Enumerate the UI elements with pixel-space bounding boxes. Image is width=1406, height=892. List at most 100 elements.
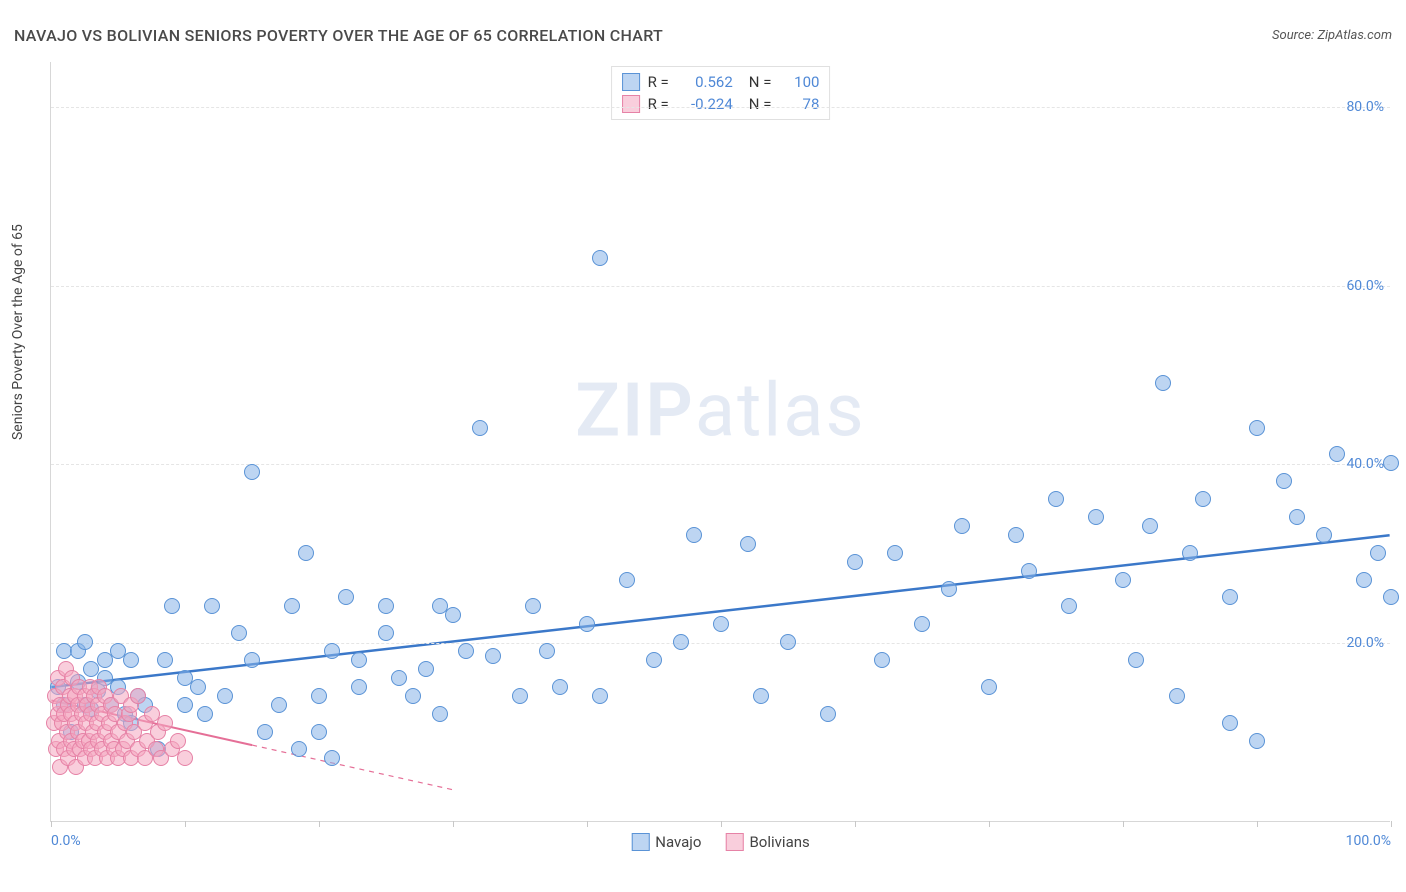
scatter-point [539, 643, 555, 659]
r-value: -0.224 [677, 93, 733, 115]
scatter-point [552, 679, 568, 695]
scatter-point [405, 688, 421, 704]
x-tick [51, 821, 52, 827]
scatter-point [197, 706, 213, 722]
scatter-point [1048, 491, 1064, 507]
scatter-point [686, 527, 702, 543]
scatter-point [914, 616, 930, 632]
scatter-point [1088, 509, 1104, 525]
x-tick [1123, 821, 1124, 827]
series-legend-label: Bolivians [749, 833, 809, 851]
scatter-point [204, 598, 220, 614]
x-tick-label: 0.0% [51, 833, 81, 849]
scatter-point [291, 741, 307, 757]
r-value: 0.562 [677, 71, 733, 93]
scatter-point [592, 688, 608, 704]
scatter-point [1383, 455, 1399, 471]
scatter-point [391, 670, 407, 686]
scatter-point [1249, 420, 1265, 436]
watermark-rest: atlas [695, 368, 866, 455]
scatter-point [579, 616, 595, 632]
series-legend: Navajo Bolivians [631, 833, 810, 851]
title-bar: NAVAJO VS BOLIVIAN SENIORS POVERTY OVER … [14, 26, 1392, 45]
gridline-h [51, 643, 1390, 644]
scatter-point [485, 648, 501, 664]
y-axis-label: Seniors Poverty Over the Age of 65 [10, 224, 26, 440]
scatter-point [525, 598, 541, 614]
scatter-point [338, 589, 354, 605]
scatter-point [157, 652, 173, 668]
legend-swatch [622, 95, 640, 113]
scatter-point [298, 545, 314, 561]
scatter-point [351, 652, 367, 668]
scatter-point [1128, 652, 1144, 668]
scatter-point [244, 652, 260, 668]
n-label: N = [749, 93, 772, 115]
scatter-point [432, 706, 448, 722]
x-tick [1257, 821, 1258, 827]
scatter-point [1222, 715, 1238, 731]
n-value: 78 [779, 93, 819, 115]
y-tick-label: 80.0% [1346, 99, 1384, 115]
y-tick-label: 60.0% [1346, 278, 1384, 294]
scatter-point [324, 643, 340, 659]
scatter-point [847, 554, 863, 570]
x-tick [587, 821, 588, 827]
scatter-point [1182, 545, 1198, 561]
n-value: 100 [779, 71, 819, 93]
n-label: N = [749, 71, 772, 93]
gridline-h [51, 286, 1390, 287]
plot-area: ZIPatlas R =0.562N =100R =-0.224N =78 Na… [50, 62, 1390, 822]
scatter-point [780, 634, 796, 650]
x-tick [855, 821, 856, 827]
scatter-point [1115, 572, 1131, 588]
scatter-point [418, 661, 434, 677]
scatter-point [1316, 527, 1332, 543]
gridline-h [51, 107, 1390, 108]
scatter-point [592, 250, 608, 266]
x-tick [989, 821, 990, 827]
scatter-point [177, 697, 193, 713]
scatter-point [123, 652, 139, 668]
scatter-point [217, 688, 233, 704]
r-label: R = [648, 93, 669, 115]
scatter-point [1061, 598, 1077, 614]
scatter-point [512, 688, 528, 704]
scatter-point [1370, 545, 1386, 561]
correlation-legend: R = 0.562 N = 100R = -0.224 N = 78 [611, 66, 831, 120]
scatter-point [646, 652, 662, 668]
scatter-point [820, 706, 836, 722]
x-tick [721, 821, 722, 827]
scatter-point [472, 420, 488, 436]
scatter-point [1021, 563, 1037, 579]
series-legend-label: Navajo [655, 833, 701, 851]
y-tick-label: 40.0% [1346, 456, 1384, 472]
scatter-point [1169, 688, 1185, 704]
watermark-bold: ZIP [575, 368, 695, 455]
scatter-point [378, 625, 394, 641]
scatter-point [1289, 509, 1305, 525]
correlation-legend-row: R = -0.224 N = 78 [622, 93, 820, 115]
legend-swatch [622, 73, 640, 91]
scatter-point [190, 679, 206, 695]
x-tick [1391, 821, 1392, 827]
scatter-point [244, 464, 260, 480]
scatter-point [1008, 527, 1024, 543]
scatter-point [981, 679, 997, 695]
scatter-point [130, 688, 146, 704]
series-legend-item: Bolivians [725, 833, 809, 851]
x-tick [319, 821, 320, 827]
scatter-point [311, 724, 327, 740]
scatter-point [713, 616, 729, 632]
trend-line [252, 745, 453, 790]
scatter-point [1222, 589, 1238, 605]
scatter-point [157, 715, 173, 731]
x-tick-label: 100.0% [1346, 833, 1391, 849]
scatter-point [673, 634, 689, 650]
scatter-point [1383, 589, 1399, 605]
source-prefix: Source: [1272, 28, 1317, 43]
scatter-point [619, 572, 635, 588]
scatter-point [740, 536, 756, 552]
scatter-point [77, 634, 93, 650]
chart-title: NAVAJO VS BOLIVIAN SENIORS POVERTY OVER … [14, 26, 663, 45]
